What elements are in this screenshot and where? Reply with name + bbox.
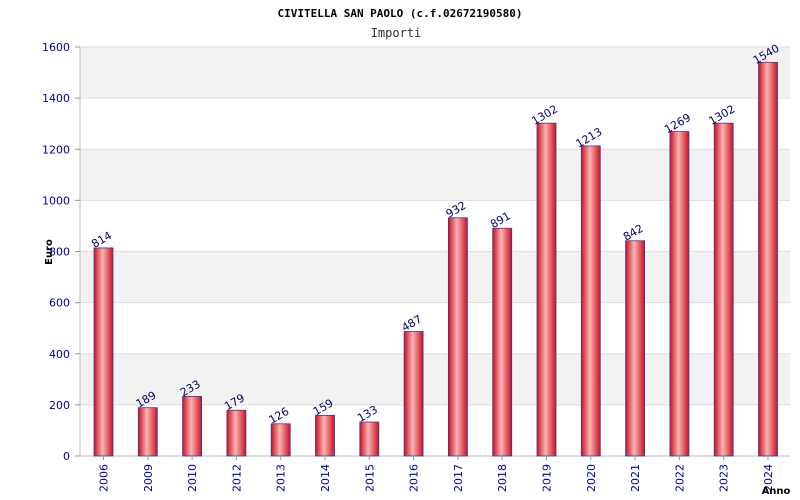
data-label: 814: [89, 229, 114, 251]
data-label: 932: [444, 199, 469, 221]
bar: [758, 61, 778, 457]
bar: [359, 421, 380, 457]
x-axis-label: Anno: [762, 486, 791, 497]
x-tick-label: 2018: [496, 464, 509, 492]
bar: [137, 407, 158, 457]
background-band: [80, 47, 790, 99]
bar: [669, 131, 690, 457]
bar: [536, 122, 557, 457]
bar: [93, 247, 114, 457]
x-tick-label: 2013: [275, 464, 288, 492]
x-tick-label: 2021: [629, 464, 642, 492]
x-tick-label: 2016: [408, 464, 421, 492]
y-tick-label: 200: [49, 399, 70, 412]
x-tick-label: 2012: [230, 464, 243, 492]
x-axis-ticks: 2006 2009 2010 2012 2013 2014 2015 2016 2017 2018…: [98, 456, 775, 492]
x-tick-label: 2014: [319, 464, 332, 492]
x-tick-label: 2022: [673, 464, 686, 492]
x-tick-label: 2020: [585, 464, 598, 492]
data-label: 891: [488, 209, 513, 231]
y-tick-label: 0: [63, 450, 70, 463]
x-tick-label: 2024: [762, 464, 775, 492]
x-tick-label: 2015: [363, 464, 376, 492]
bar: [315, 414, 335, 457]
x-tick-label: 2019: [541, 464, 554, 492]
bar: [625, 240, 645, 457]
chart-title: CIVITELLA SAN PAOLO (c.f.02672190580): [277, 7, 522, 20]
bar: [713, 122, 734, 457]
data-label: 133: [355, 403, 380, 425]
bar: [182, 396, 203, 457]
data-label: 487: [400, 313, 425, 335]
bar: [492, 227, 513, 457]
y-tick-label: 600: [49, 297, 70, 310]
data-label: 126: [267, 405, 292, 427]
chart-subtitle: Importi: [371, 26, 422, 40]
y-axis-ticks: 0 200 400 600 800 1000 1200 1400 1600: [42, 41, 80, 463]
bars: [93, 61, 778, 457]
bar: [226, 409, 247, 457]
bar: [270, 423, 291, 457]
x-tick-label: 2006: [98, 464, 111, 492]
x-tick-label: 2023: [718, 464, 731, 492]
bar: [580, 145, 601, 457]
x-tick-label: 2009: [142, 464, 155, 492]
y-tick-label: 1400: [42, 92, 70, 105]
y-tick-label: 800: [49, 246, 70, 259]
data-label: 842: [621, 222, 646, 244]
y-tick-label: 1600: [42, 41, 70, 54]
y-tick-label: 1200: [42, 143, 70, 156]
y-tick-label: 400: [49, 348, 70, 361]
bar: [403, 331, 424, 457]
y-axis-label: Euro: [44, 239, 55, 265]
y-tick-label: 1000: [42, 194, 70, 207]
bar: [447, 217, 468, 457]
x-tick-label: 2010: [186, 464, 199, 492]
x-tick-label: 2017: [452, 464, 465, 492]
